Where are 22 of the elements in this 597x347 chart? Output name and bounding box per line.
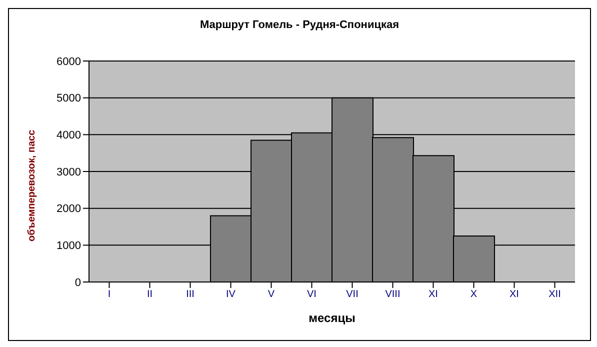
y-tick-label: 1000 bbox=[56, 240, 81, 252]
chart-title: Маршрут Гомель - Рудня-Споницкая bbox=[198, 19, 400, 31]
x-tick-label: II bbox=[146, 289, 153, 300]
y-tick-label: 2000 bbox=[56, 203, 81, 216]
x-tick-label: I bbox=[108, 289, 111, 300]
x-tick-label: X bbox=[470, 289, 478, 300]
y-tick-label: 4000 bbox=[56, 130, 81, 142]
x-tick-label: IV bbox=[226, 289, 236, 300]
x-tick-label: XII bbox=[548, 289, 561, 300]
x-axis-title: месяцы bbox=[308, 311, 356, 325]
x-tick-label: V bbox=[268, 289, 275, 300]
x-tick-label: XI bbox=[510, 289, 519, 300]
y-tick-label: 0 bbox=[74, 276, 81, 289]
x-tick-label: VI bbox=[307, 289, 316, 300]
x-tick-label: VIII bbox=[385, 289, 400, 300]
x-tick-label: VII bbox=[346, 289, 358, 300]
x-tick-label: III bbox=[186, 289, 194, 300]
y-tick-label: 3000 bbox=[56, 166, 81, 178]
x-tick-label: XI bbox=[428, 289, 438, 300]
y-axis-title: объемперевозок, пасс bbox=[26, 129, 38, 242]
y-tick-label: 5000 bbox=[56, 92, 81, 105]
y-tick-label: 6000 bbox=[56, 56, 81, 68]
